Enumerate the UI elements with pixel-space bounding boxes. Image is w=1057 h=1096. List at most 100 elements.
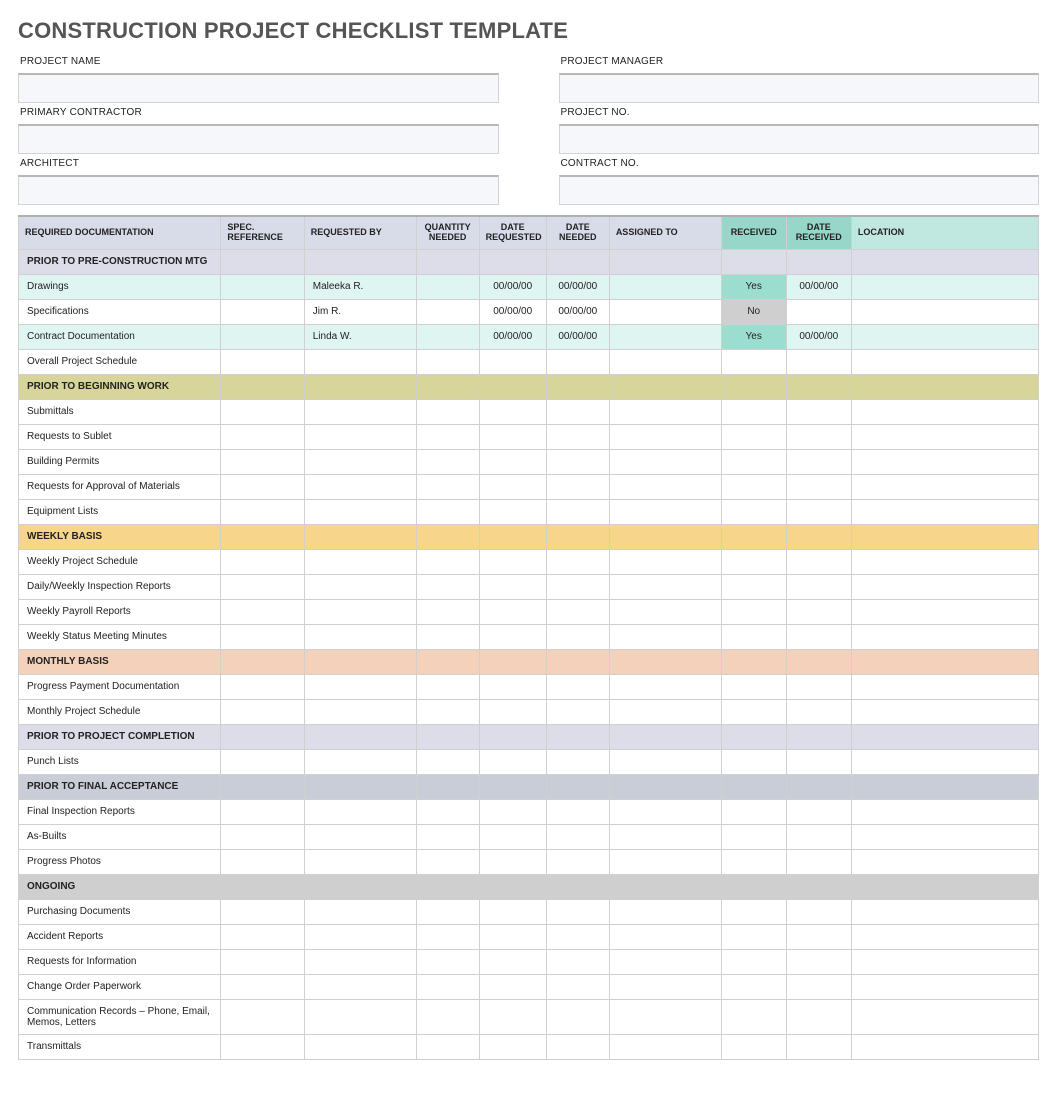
cell-date_recv[interactable]: 00/00/00 — [787, 325, 852, 350]
cell-received[interactable] — [722, 625, 787, 650]
field-input[interactable] — [18, 175, 499, 205]
cell-assigned[interactable] — [610, 900, 722, 925]
cell-location[interactable] — [852, 300, 1039, 325]
cell-spec[interactable] — [221, 425, 304, 450]
cell-spec[interactable] — [221, 575, 304, 600]
cell-date_needed[interactable]: 00/00/00 — [547, 325, 610, 350]
cell-assigned[interactable] — [610, 850, 722, 875]
cell-date_req[interactable] — [480, 600, 547, 625]
field-input[interactable] — [559, 175, 1040, 205]
cell-doc[interactable]: Change Order Paperwork — [18, 975, 221, 1000]
cell-date_req[interactable] — [480, 475, 547, 500]
cell-doc[interactable]: As-Builts — [18, 825, 221, 850]
cell-date_recv[interactable] — [787, 400, 852, 425]
cell-date_needed[interactable] — [547, 800, 610, 825]
cell-date_needed[interactable] — [547, 500, 610, 525]
cell-doc[interactable]: Accident Reports — [18, 925, 221, 950]
cell-requested_by[interactable] — [305, 575, 417, 600]
cell-requested_by[interactable] — [305, 975, 417, 1000]
cell-received[interactable] — [722, 850, 787, 875]
cell-qty[interactable] — [417, 850, 480, 875]
cell-spec[interactable] — [221, 450, 304, 475]
cell-qty[interactable] — [417, 1035, 480, 1060]
cell-location[interactable] — [852, 850, 1039, 875]
cell-date_needed[interactable] — [547, 925, 610, 950]
cell-location[interactable] — [852, 350, 1039, 375]
cell-qty[interactable] — [417, 300, 480, 325]
cell-assigned[interactable] — [610, 975, 722, 1000]
cell-date_needed[interactable] — [547, 425, 610, 450]
cell-doc[interactable]: Specifications — [18, 300, 221, 325]
field-input[interactable] — [18, 73, 499, 103]
field-input[interactable] — [559, 73, 1040, 103]
cell-date_needed[interactable] — [547, 1035, 610, 1060]
cell-date_needed[interactable] — [547, 950, 610, 975]
cell-qty[interactable] — [417, 975, 480, 1000]
cell-date_needed[interactable] — [547, 450, 610, 475]
cell-spec[interactable] — [221, 675, 304, 700]
cell-date_req[interactable] — [480, 700, 547, 725]
cell-spec[interactable] — [221, 625, 304, 650]
cell-doc[interactable]: Requests for Approval of Materials — [18, 475, 221, 500]
cell-spec[interactable] — [221, 400, 304, 425]
cell-spec[interactable] — [221, 750, 304, 775]
cell-requested_by[interactable] — [305, 925, 417, 950]
cell-doc[interactable]: Overall Project Schedule — [18, 350, 221, 375]
cell-requested_by[interactable] — [305, 750, 417, 775]
cell-date_recv[interactable] — [787, 1000, 852, 1035]
cell-location[interactable] — [852, 1000, 1039, 1035]
cell-date_needed[interactable] — [547, 750, 610, 775]
cell-spec[interactable] — [221, 975, 304, 1000]
cell-spec[interactable] — [221, 1035, 304, 1060]
cell-requested_by[interactable] — [305, 600, 417, 625]
cell-received[interactable] — [722, 450, 787, 475]
cell-date_needed[interactable] — [547, 350, 610, 375]
cell-received[interactable] — [722, 350, 787, 375]
cell-received[interactable]: No — [722, 300, 787, 325]
cell-date_needed[interactable] — [547, 675, 610, 700]
cell-location[interactable] — [852, 625, 1039, 650]
cell-qty[interactable] — [417, 750, 480, 775]
cell-received[interactable] — [722, 950, 787, 975]
cell-date_req[interactable] — [480, 925, 547, 950]
cell-date_needed[interactable] — [547, 600, 610, 625]
cell-spec[interactable] — [221, 475, 304, 500]
cell-requested_by[interactable] — [305, 425, 417, 450]
cell-received[interactable] — [722, 600, 787, 625]
cell-date_recv[interactable] — [787, 575, 852, 600]
cell-requested_by[interactable] — [305, 900, 417, 925]
cell-qty[interactable] — [417, 325, 480, 350]
cell-date_req[interactable] — [480, 975, 547, 1000]
cell-date_recv[interactable] — [787, 675, 852, 700]
cell-date_req[interactable] — [480, 1000, 547, 1035]
cell-requested_by[interactable] — [305, 550, 417, 575]
cell-qty[interactable] — [417, 1000, 480, 1035]
cell-spec[interactable] — [221, 700, 304, 725]
cell-requested_by[interactable]: Jim R. — [305, 300, 417, 325]
cell-received[interactable]: Yes — [722, 325, 787, 350]
cell-date_recv[interactable] — [787, 750, 852, 775]
cell-location[interactable] — [852, 275, 1039, 300]
cell-qty[interactable] — [417, 400, 480, 425]
cell-qty[interactable] — [417, 575, 480, 600]
cell-location[interactable] — [852, 800, 1039, 825]
cell-doc[interactable]: Weekly Project Schedule — [18, 550, 221, 575]
cell-requested_by[interactable] — [305, 825, 417, 850]
cell-doc[interactable]: Communication Records – Phone, Email, Me… — [18, 1000, 221, 1035]
cell-doc[interactable]: Punch Lists — [18, 750, 221, 775]
cell-qty[interactable] — [417, 550, 480, 575]
cell-location[interactable] — [852, 550, 1039, 575]
cell-spec[interactable] — [221, 900, 304, 925]
cell-received[interactable] — [722, 925, 787, 950]
cell-assigned[interactable] — [610, 425, 722, 450]
cell-spec[interactable] — [221, 325, 304, 350]
cell-date_req[interactable] — [480, 900, 547, 925]
cell-spec[interactable] — [221, 800, 304, 825]
cell-requested_by[interactable] — [305, 850, 417, 875]
cell-qty[interactable] — [417, 500, 480, 525]
cell-date_recv[interactable] — [787, 850, 852, 875]
cell-assigned[interactable] — [610, 325, 722, 350]
cell-assigned[interactable] — [610, 400, 722, 425]
cell-date_needed[interactable]: 00/00/00 — [547, 275, 610, 300]
cell-requested_by[interactable] — [305, 625, 417, 650]
